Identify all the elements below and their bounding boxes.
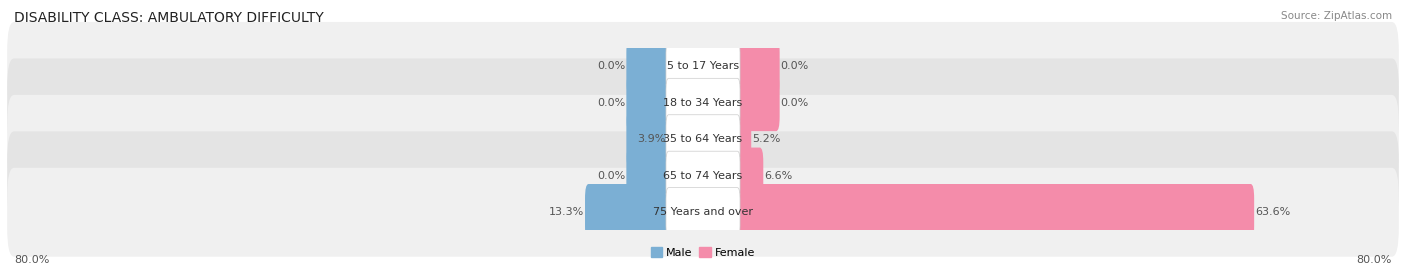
FancyBboxPatch shape	[626, 111, 672, 168]
Text: 18 to 34 Years: 18 to 34 Years	[664, 98, 742, 108]
FancyBboxPatch shape	[666, 188, 740, 237]
FancyBboxPatch shape	[734, 38, 780, 95]
Text: 80.0%: 80.0%	[14, 255, 49, 265]
FancyBboxPatch shape	[666, 115, 740, 164]
Text: 75 Years and over: 75 Years and over	[652, 207, 754, 217]
FancyBboxPatch shape	[626, 38, 672, 95]
FancyBboxPatch shape	[585, 184, 672, 240]
Text: 6.6%: 6.6%	[763, 171, 793, 181]
FancyBboxPatch shape	[734, 148, 763, 204]
Text: 0.0%: 0.0%	[598, 98, 626, 108]
Text: 13.3%: 13.3%	[548, 207, 583, 217]
FancyBboxPatch shape	[666, 42, 740, 91]
FancyBboxPatch shape	[626, 148, 672, 204]
FancyBboxPatch shape	[666, 151, 740, 200]
FancyBboxPatch shape	[734, 111, 751, 168]
FancyBboxPatch shape	[666, 78, 740, 128]
Text: 5 to 17 Years: 5 to 17 Years	[666, 61, 740, 72]
Legend: Male, Female: Male, Female	[651, 247, 755, 258]
Text: 5.2%: 5.2%	[752, 134, 780, 144]
Text: 63.6%: 63.6%	[1256, 207, 1291, 217]
Text: 3.9%: 3.9%	[637, 134, 665, 144]
FancyBboxPatch shape	[7, 22, 1399, 111]
FancyBboxPatch shape	[7, 95, 1399, 184]
Text: DISABILITY CLASS: AMBULATORY DIFFICULTY: DISABILITY CLASS: AMBULATORY DIFFICULTY	[14, 11, 323, 25]
Text: Source: ZipAtlas.com: Source: ZipAtlas.com	[1281, 11, 1392, 21]
FancyBboxPatch shape	[7, 58, 1399, 147]
FancyBboxPatch shape	[626, 75, 672, 131]
Text: 0.0%: 0.0%	[780, 61, 808, 72]
FancyBboxPatch shape	[734, 184, 1254, 240]
Text: 80.0%: 80.0%	[1357, 255, 1392, 265]
Text: 0.0%: 0.0%	[780, 98, 808, 108]
FancyBboxPatch shape	[734, 75, 780, 131]
Text: 35 to 64 Years: 35 to 64 Years	[664, 134, 742, 144]
Text: 65 to 74 Years: 65 to 74 Years	[664, 171, 742, 181]
Text: 0.0%: 0.0%	[598, 171, 626, 181]
FancyBboxPatch shape	[7, 168, 1399, 257]
Text: 0.0%: 0.0%	[598, 61, 626, 72]
FancyBboxPatch shape	[7, 131, 1399, 220]
